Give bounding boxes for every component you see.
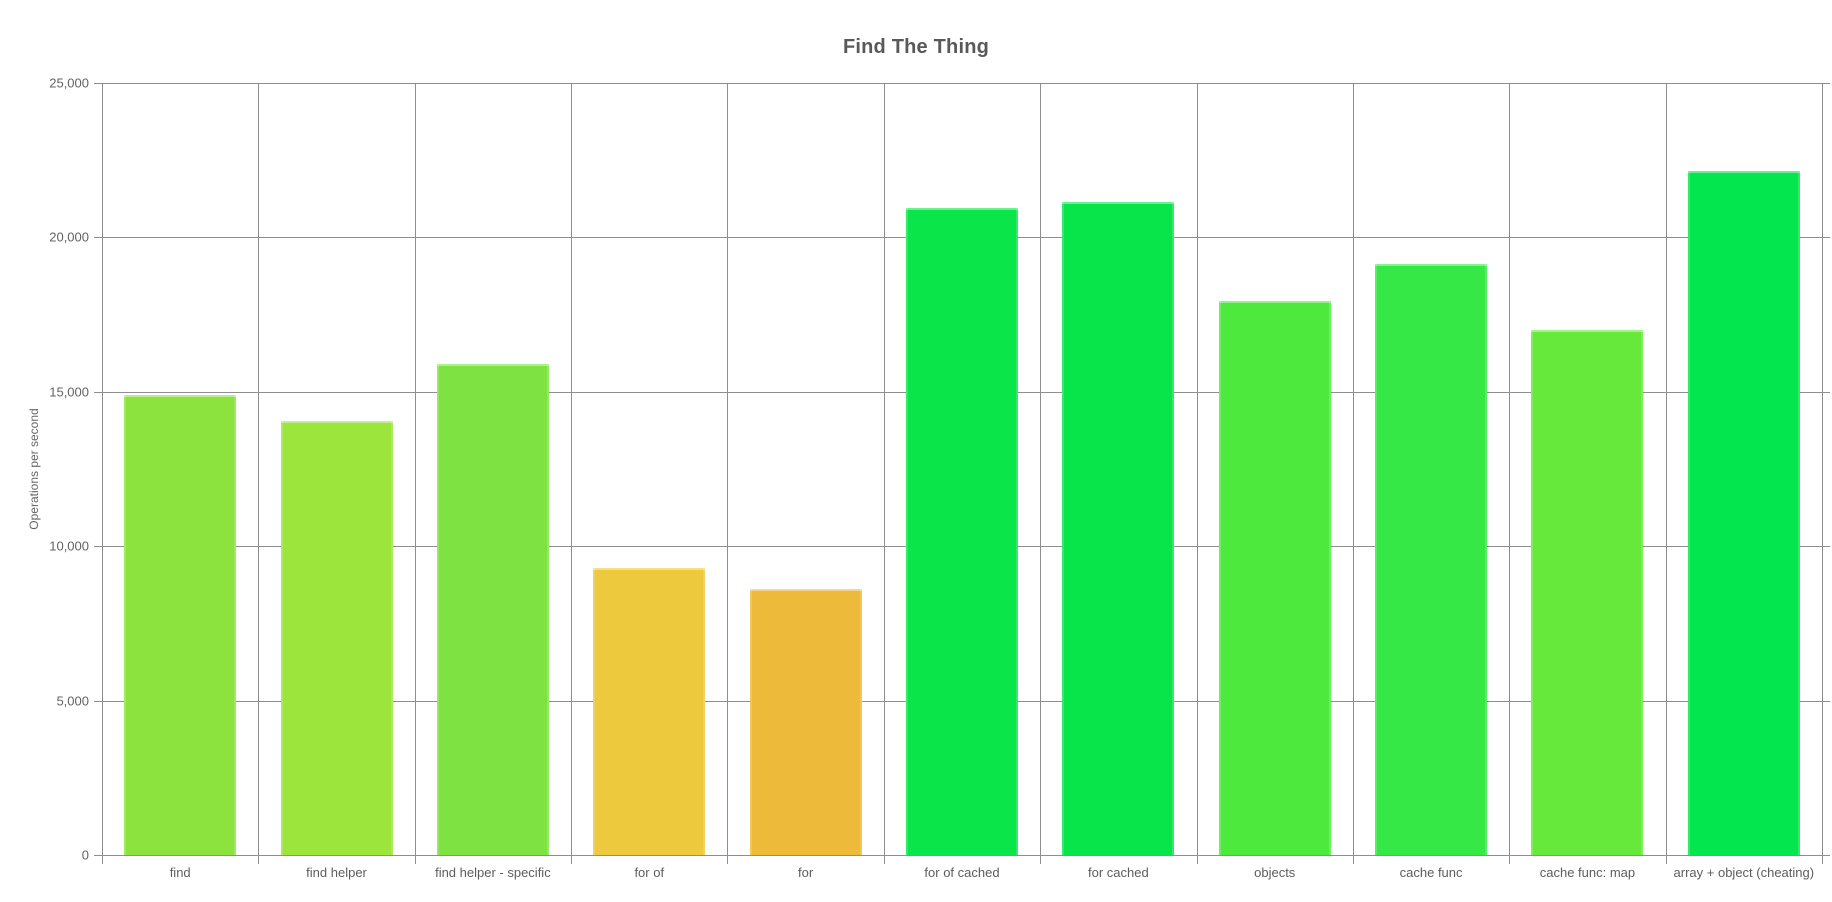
v-gridline <box>1509 83 1511 855</box>
v-gridline <box>102 83 103 855</box>
x-axis-tick <box>883 855 885 864</box>
h-gridline <box>102 83 1830 84</box>
y-axis-tick-label: 0 <box>81 847 89 863</box>
v-gridline <box>414 83 416 855</box>
bar[interactable] <box>1062 201 1175 855</box>
x-axis-label: for of cached <box>924 865 1000 880</box>
x-axis-tick <box>1196 855 1198 864</box>
y-axis-tick-label: 15,000 <box>49 384 89 400</box>
y-axis-tick <box>94 546 102 548</box>
x-axis-tick <box>1040 855 1042 864</box>
chart-title: Find The Thing <box>842 36 990 58</box>
x-axis-label: find helper - specific <box>435 865 551 880</box>
x-axis-tick <box>258 855 260 864</box>
bar[interactable] <box>280 421 393 855</box>
v-gridline <box>571 83 573 855</box>
v-gridline <box>1352 83 1354 855</box>
bar[interactable] <box>1531 330 1644 855</box>
y-axis-tick <box>94 700 102 702</box>
v-gridline <box>1196 83 1198 855</box>
x-axis-label: find helper <box>306 865 367 880</box>
h-gridline <box>102 855 1830 856</box>
x-axis-label: for <box>798 865 814 880</box>
plot-area: 0 5,000 10,000 15,000 20,000 25,000 find find h… <box>49 76 1830 880</box>
x-axis-label: objects <box>1254 865 1296 880</box>
y-axis-tick-label: 25,000 <box>49 75 89 91</box>
bar[interactable] <box>1375 263 1488 855</box>
x-axis-label: for cached <box>1088 865 1149 880</box>
x-axis-tick <box>1352 855 1354 864</box>
bar[interactable] <box>1218 300 1331 855</box>
bar[interactable] <box>906 208 1018 855</box>
v-gridline <box>883 83 885 855</box>
x-axis-tick <box>1665 855 1667 864</box>
x-axis-label: cache func <box>1399 865 1463 880</box>
bar[interactable] <box>749 589 862 855</box>
x-axis-tick <box>1822 855 1823 864</box>
bar[interactable] <box>1687 171 1800 855</box>
x-axis-tick <box>727 855 729 864</box>
y-axis-tick-label: 20,000 <box>49 229 89 245</box>
v-gridline <box>727 83 729 855</box>
x-axis-label: for of <box>634 865 665 880</box>
x-axis-tick <box>102 855 103 864</box>
y-axis-title: Operations per second <box>27 408 41 530</box>
bar[interactable] <box>593 567 706 855</box>
y-axis-tick-label: 10,000 <box>49 538 89 554</box>
v-gridline <box>1040 83 1042 855</box>
x-axis-tick <box>414 855 416 864</box>
x-axis-label: array + object (cheating) <box>1673 865 1815 880</box>
bar[interactable] <box>124 394 237 855</box>
x-axis-tick <box>571 855 573 864</box>
x-axis-label: find <box>169 865 191 880</box>
v-gridline <box>1665 83 1667 855</box>
y-axis-tick <box>94 83 102 84</box>
v-gridline <box>258 83 260 855</box>
y-axis-tick <box>94 391 102 393</box>
y-axis-tick <box>94 237 102 239</box>
x-axis-tick <box>1509 855 1511 864</box>
y-axis-tick <box>94 855 102 856</box>
bar[interactable] <box>436 364 549 855</box>
v-gridline <box>1822 83 1823 855</box>
x-axis-label: cache func: map <box>1539 865 1636 880</box>
y-axis-tick-label: 5,000 <box>56 693 89 709</box>
